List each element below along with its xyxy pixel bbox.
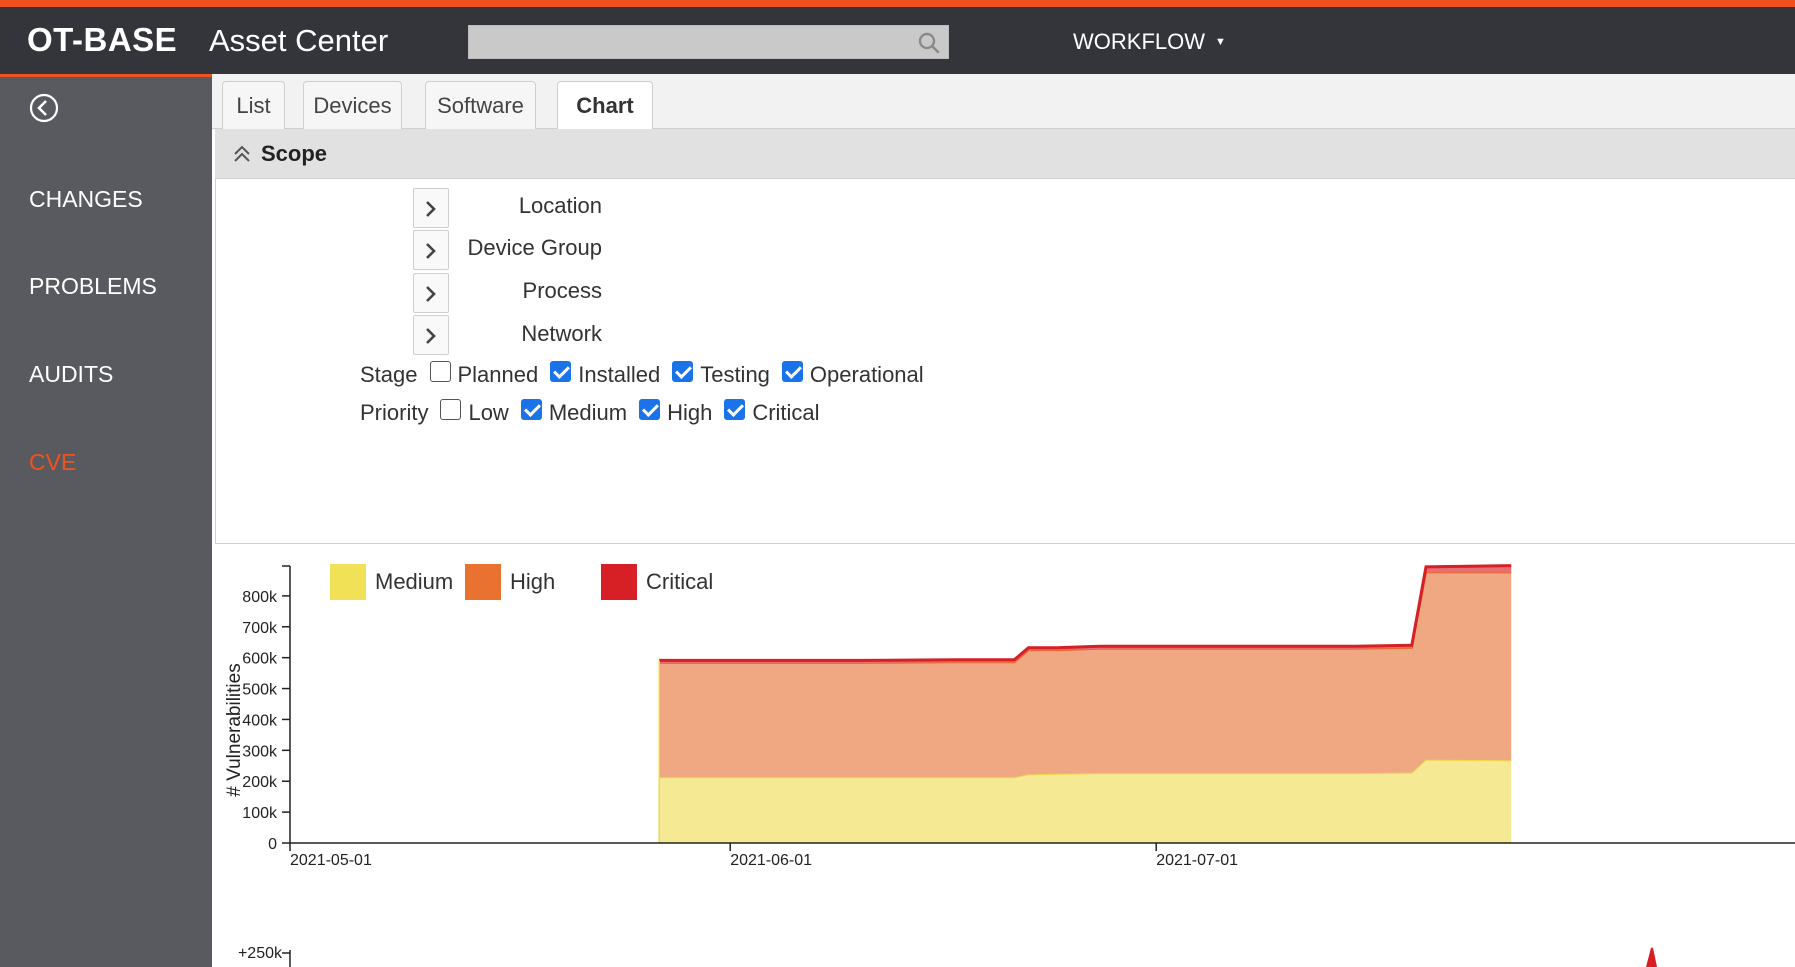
stage-filter: Stage Planned Installed Testing Operatio… <box>360 360 936 388</box>
x-tick-label: 2021-06-01 <box>730 852 812 869</box>
installed-label: Installed <box>578 362 661 387</box>
sidebar: CHANGES PROBLEMS AUDITS CVE <box>0 74 212 967</box>
priority-filter: Priority Low Medium High Critical <box>360 398 832 426</box>
critical-label: Critical <box>752 400 820 425</box>
tab-list[interactable]: List <box>222 81 285 129</box>
scope-header[interactable]: Scope <box>215 129 1795 179</box>
vulnerability-chart-area: Medium High Critical 0 100k 200k 300k 400k 50… <box>212 544 1795 967</box>
y-tick-label: 200k <box>242 774 278 791</box>
low-checkbox[interactable] <box>440 398 462 420</box>
legend-item-medium[interactable]: Medium <box>330 564 453 600</box>
device-group-expand-button[interactable] <box>413 230 449 270</box>
y-axis-title: # Vulnerabilities <box>224 663 245 796</box>
planned-label: Planned <box>457 362 539 387</box>
line-critical <box>659 564 1512 662</box>
priority-option-high[interactable]: High <box>639 398 713 426</box>
chevron-right-icon <box>426 201 436 217</box>
secondary-spike-line <box>1646 947 1657 967</box>
stage-label: Stage <box>360 362 418 387</box>
chevron-right-icon <box>426 286 436 302</box>
priority-option-medium[interactable]: Medium <box>520 398 628 426</box>
priority-option-low[interactable]: Low <box>440 398 509 426</box>
chevron-right-icon <box>426 243 436 259</box>
secondary-y-tick: +250k <box>238 945 283 962</box>
high-label: High <box>667 400 713 425</box>
workflow-label: WORKFLOW <box>1073 29 1205 54</box>
medium-label: Medium <box>548 400 628 425</box>
y-tick-label: 0 <box>268 836 277 853</box>
planned-checkbox[interactable] <box>429 360 451 382</box>
legend-swatch-critical <box>601 564 637 600</box>
field-label-device-group: Device Group <box>467 235 602 260</box>
caret-down-icon: ▼ <box>1215 36 1226 48</box>
sidebar-item-cve[interactable]: CVE <box>29 449 77 475</box>
chevron-right-icon <box>426 328 436 344</box>
legend-item-critical[interactable]: Critical <box>601 564 713 600</box>
collapse-up-icon[interactable] <box>233 145 251 163</box>
sidebar-accent <box>0 74 212 77</box>
field-label-location: Location <box>518 193 602 218</box>
stage-option-operational[interactable]: Operational <box>781 360 924 388</box>
stage-option-planned[interactable]: Planned <box>429 360 539 388</box>
process-expand-button[interactable] <box>413 273 449 313</box>
brand-logo[interactable]: OT-BASE <box>27 21 178 58</box>
sidebar-item-changes[interactable]: CHANGES <box>29 186 143 212</box>
area-medium <box>659 759 1512 843</box>
sidebar-item-audits[interactable]: AUDITS <box>29 361 114 387</box>
y-tick-label: 100k <box>242 805 278 822</box>
back-arrow-icon[interactable] <box>28 92 60 124</box>
y-tick-label: 700k <box>242 620 278 637</box>
tab-bar: List Devices Software Chart <box>212 74 1795 130</box>
app-header: OT-BASE Asset Center WORKFLOW ▼ <box>0 7 1795 74</box>
field-label-network: Network <box>521 321 602 346</box>
y-tick-label: 500k <box>242 682 278 699</box>
tab-devices[interactable]: Devices <box>303 81 402 129</box>
medium-checkbox[interactable] <box>520 398 542 420</box>
legend-item-high[interactable]: High <box>465 564 555 600</box>
operational-checkbox[interactable] <box>781 360 803 382</box>
legend-label-critical: Critical <box>646 569 714 594</box>
low-label: Low <box>468 400 509 425</box>
legend-swatch-high <box>465 564 501 600</box>
main-content: List Devices Software Chart Scope Locati… <box>212 74 1795 967</box>
vulnerability-area-chart: 0 100k 200k 300k 400k 500k 600k 700k 800k 2021-05… <box>224 564 1795 967</box>
location-expand-button[interactable] <box>413 188 449 228</box>
scope-panel: Location Device Group Process Network St… <box>215 179 1795 544</box>
stage-option-installed[interactable]: Installed <box>550 360 661 388</box>
stage-option-testing[interactable]: Testing <box>672 360 770 388</box>
legend-label-high: High <box>510 569 556 594</box>
app-name: Asset Center <box>209 23 389 58</box>
x-tick-label: 2021-07-01 <box>1156 852 1238 869</box>
field-label-process: Process <box>522 278 602 303</box>
search-icon[interactable] <box>918 32 940 54</box>
workflow-menu[interactable]: WORKFLOW ▼ <box>1073 29 1226 55</box>
high-checkbox[interactable] <box>639 398 661 420</box>
y-tick-label: 300k <box>242 743 278 760</box>
network-expand-button[interactable] <box>413 315 449 355</box>
search-input[interactable] <box>468 25 949 59</box>
installed-checkbox[interactable] <box>550 360 572 382</box>
legend-label-medium: Medium <box>375 569 454 594</box>
priority-label: Priority <box>360 400 429 425</box>
critical-checkbox[interactable] <box>724 398 746 420</box>
legend-swatch-medium <box>330 564 366 600</box>
sidebar-item-problems[interactable]: PROBLEMS <box>29 273 157 299</box>
y-tick-label: 600k <box>242 651 278 668</box>
tab-software[interactable]: Software <box>425 81 536 129</box>
testing-label: Testing <box>700 362 770 387</box>
priority-option-critical[interactable]: Critical <box>724 398 820 426</box>
testing-checkbox[interactable] <box>672 360 694 382</box>
y-tick-label: 400k <box>242 712 278 729</box>
x-tick-label: 2021-05-01 <box>290 852 372 869</box>
scope-title: Scope <box>261 141 328 166</box>
tab-chart[interactable]: Chart <box>557 81 653 130</box>
y-tick-label: 800k <box>242 589 278 606</box>
accent-strip <box>0 0 1795 7</box>
area-high <box>659 572 1512 778</box>
operational-label: Operational <box>809 362 924 387</box>
